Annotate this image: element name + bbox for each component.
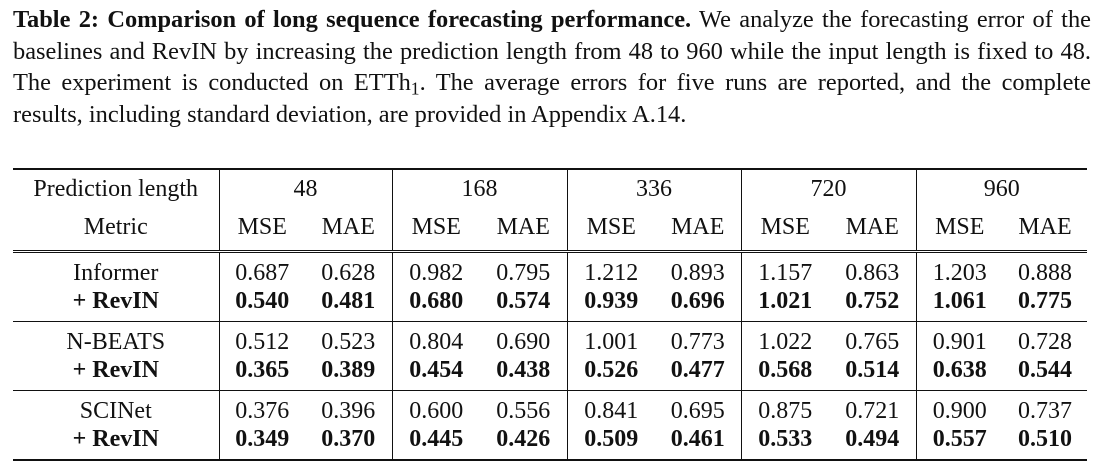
mae-value-cell: 0.389 [321,356,376,383]
mse-value-cell: 0.509 [566,425,655,461]
mse-value-cell: 1.001 [566,321,655,356]
mae-value-cell: 0.795 [480,250,567,287]
table-row-baseline: N-BEATS 0.512 0.523 0.804 0.690 1.001 0.773 1.0… [13,321,1087,356]
caption-subscript: 1 [410,78,420,99]
mae-value-cell: 0.728 [1003,321,1087,356]
header-length-960: 960 [915,169,1087,208]
header-length-168: 168 [391,169,567,208]
mae-value-cell: 0.695 [655,390,741,425]
caption-text: We analyze the forecasting error of the … [13,6,1091,96]
mae-value-cell: 0.510 [1003,425,1087,461]
mse-value-cell: 0.982 [391,250,480,287]
model-name: SCINet [13,390,219,425]
mse-value-cell: 0.568 [740,356,829,391]
mse-value-cell: 0.687 [218,250,305,287]
header-metric-mse: MSE [391,208,480,252]
table-row-revin: + RevIN 0.540 0.481 0.680 0.574 0.939 0.696 1.0… [13,287,1087,322]
mse-value-cell: 0.376 [218,390,305,425]
mae-value-cell: 0.494 [829,425,916,461]
mse-value-cell: 0.557 [915,425,1003,461]
mae-value-cell: 0.696 [670,287,725,314]
mse-value-cell: 0.680 [391,287,480,322]
header-metric-mae: MAE [845,213,899,240]
mse-value-cell: 0.875 [740,390,829,425]
mse-value-cell: 0.454 [391,356,480,391]
caption-text-continued: . The average errors for five runs are r… [13,69,1091,128]
revin-label: + RevIN [13,425,219,461]
mse-value-cell: 0.939 [566,287,655,322]
mse-value-cell: 1.022 [740,321,829,356]
caption-title: Comparison of long sequence forecasting … [107,6,692,33]
header-metric-mae: MAE [671,213,725,240]
model-name: N-BEATS [13,321,219,356]
mae-value-cell: 0.752 [845,287,900,314]
mse-value-cell: 1.203 [915,250,1003,287]
mse-value-cell: 0.526 [566,356,655,391]
header-metric-mae: MAE [496,213,550,240]
caption-label: Table 2: [13,6,100,33]
table-caption: Table 2: Comparison of long sequence for… [13,4,1091,130]
mae-value-cell: 0.863 [829,250,916,287]
revin-label: + RevIN [72,287,159,314]
table-row-revin: + RevIN 0.365 0.389 0.454 0.438 0.526 0.477 0.5… [13,356,1087,391]
mae-value-cell: 0.461 [655,425,741,461]
header-length-336: 336 [566,169,741,208]
header-metric-mae: MAE [1018,213,1072,240]
results-table: Prediction length 48 168 336 720 960 Met… [13,168,1087,461]
mae-value-cell: 0.523 [305,321,392,356]
mae-value-cell: 0.514 [845,356,900,383]
header-metric-mse: MSE [566,208,655,252]
mae-value-cell: 0.556 [480,390,567,425]
table-row-revin: + RevIN 0.349 0.370 0.445 0.426 0.509 0.461 0.5… [13,425,1087,461]
mse-value-cell: 0.901 [915,321,1003,356]
mse-value-cell: 0.349 [218,425,305,461]
mse-value-cell: 0.445 [391,425,480,461]
mse-value-cell: 0.600 [391,390,480,425]
mae-value-cell: 0.765 [829,321,916,356]
mse-value-cell: 0.365 [218,356,305,391]
mae-value-cell: 0.544 [1018,356,1072,383]
header-metric-mse: MSE [740,208,829,252]
mae-value-cell: 0.888 [1003,250,1087,287]
mae-value-cell: 0.438 [496,356,551,383]
mae-value-cell: 0.370 [305,425,392,461]
header-metric-label: Metric [83,213,148,240]
mae-value-cell: 0.773 [655,321,741,356]
mse-value-cell: 1.212 [566,250,655,287]
header-length-720: 720 [740,169,916,208]
mae-value-cell: 0.574 [496,287,551,314]
mse-value-cell: 1.157 [740,250,829,287]
model-name: Informer [13,250,219,287]
header-row-prediction-length: Prediction length 48 168 336 720 960 [13,169,1087,208]
mse-value-cell: 0.512 [218,321,305,356]
mae-value-cell: 0.481 [321,287,376,314]
mae-value-cell: 0.426 [480,425,567,461]
header-metric-mae: MAE [321,213,375,240]
mse-value-cell: 1.061 [915,287,1003,322]
mae-value-cell: 0.721 [829,390,916,425]
mae-value-cell: 0.690 [480,321,567,356]
revin-label: + RevIN [72,356,159,383]
header-length-48: 48 [218,169,392,208]
mse-value-cell: 1.021 [740,287,829,322]
mae-value-cell: 0.737 [1003,390,1087,425]
mse-value-cell: 0.540 [218,287,305,322]
mae-value-cell: 0.775 [1018,287,1072,314]
mae-value-cell: 0.477 [670,356,725,383]
mse-value-cell: 0.638 [915,356,1003,391]
mse-value-cell: 0.804 [391,321,480,356]
table-row-baseline: Informer 0.687 0.628 0.982 0.795 1.212 0.893 1.… [13,250,1087,287]
mae-value-cell: 0.396 [305,390,392,425]
table-row-baseline: SCINet 0.376 0.396 0.600 0.556 0.841 0.695 0.87… [13,390,1087,425]
mse-value-cell: 0.533 [740,425,829,461]
mae-value-cell: 0.628 [305,250,392,287]
header-metric-mse: MSE [218,208,305,252]
mse-value-cell: 0.841 [566,390,655,425]
header-row-metric: Metric MSE MAE MSE MAE MSE MAE MSE MAE M… [13,208,1087,252]
mae-value-cell: 0.893 [655,250,741,287]
mse-value-cell: 0.900 [915,390,1003,425]
header-prediction-length-label: Prediction length [33,175,199,202]
header-metric-mse: MSE [915,208,1003,252]
